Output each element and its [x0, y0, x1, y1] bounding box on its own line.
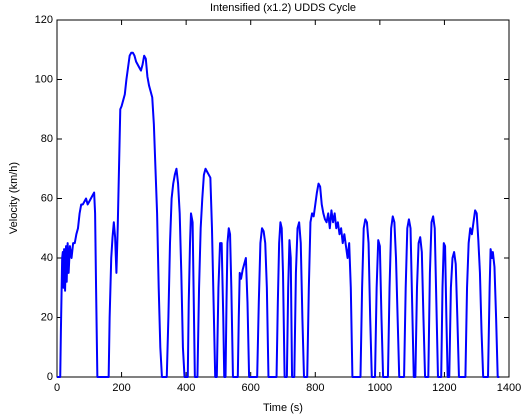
- x-tick-label: 1000: [368, 382, 392, 394]
- x-tick-label: 400: [177, 382, 195, 394]
- y-tick-label: 80: [41, 133, 53, 145]
- x-tick-label: 1200: [432, 382, 456, 394]
- x-tick-label: 600: [242, 382, 260, 394]
- y-tick-label: 120: [35, 14, 53, 26]
- y-tick-label: 40: [41, 252, 53, 264]
- velocity-line: [57, 51, 500, 378]
- x-tick-label: 0: [54, 382, 60, 394]
- y-axis-label: Velocity (km/h): [8, 162, 20, 234]
- chart-title: Intensified (x1.2) UDDS Cycle: [210, 2, 356, 14]
- y-tick-label: 100: [35, 73, 53, 85]
- x-tick-label: 800: [306, 382, 324, 394]
- y-tick-label: 20: [41, 311, 53, 323]
- x-tick-label: 1400: [497, 382, 521, 394]
- x-axis-label: Time (s): [263, 402, 303, 414]
- x-tick-label: 200: [112, 382, 130, 394]
- y-tick-label: 60: [41, 192, 53, 204]
- y-tick-label: 0: [47, 371, 53, 383]
